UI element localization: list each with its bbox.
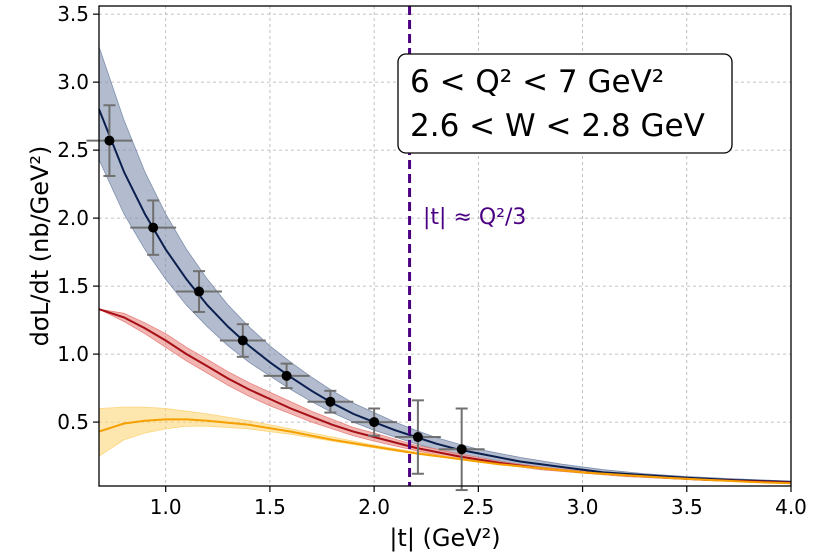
y-tick-label: 2.5 xyxy=(57,138,89,162)
data-point xyxy=(130,199,177,256)
x-tick-label: 4.0 xyxy=(775,495,807,519)
data-point xyxy=(394,399,441,475)
data-marker xyxy=(148,222,159,233)
vline-label: |t| ≈ Q²/3 xyxy=(423,205,526,230)
data-marker xyxy=(104,135,115,146)
data-marker xyxy=(237,335,248,346)
y-tick-label: 1.5 xyxy=(57,274,89,298)
data-point xyxy=(86,104,133,177)
data-marker xyxy=(194,286,205,297)
x-tick-label: 2.0 xyxy=(358,495,390,519)
data-point xyxy=(351,407,398,437)
data-marker xyxy=(456,444,467,455)
x-tick-label: 3.0 xyxy=(567,495,599,519)
line-fit xyxy=(98,108,792,483)
line-model-orange xyxy=(98,418,792,485)
y-tick-label: 3.0 xyxy=(57,70,89,94)
data-marker xyxy=(325,396,336,407)
plot-frame xyxy=(98,5,792,487)
y-axis-ticks: 0.5 1.0 1.5 2.0 2.5 3.0 3.5 xyxy=(57,2,99,434)
kinematics-box xyxy=(397,53,733,154)
y-tick-label: 2.0 xyxy=(57,206,89,230)
x-tick-label: 2.5 xyxy=(462,495,494,519)
data-point xyxy=(438,407,485,492)
data-points xyxy=(86,104,485,492)
kinematics-w-range: 2.6 < W < 2.8 GeV xyxy=(410,108,705,144)
x-axis-label: |t| (GeV²) xyxy=(389,524,500,552)
data-point xyxy=(219,323,266,358)
data-marker xyxy=(281,370,292,381)
y-tick-label: 1.0 xyxy=(57,342,89,366)
y-tick-label: 0.5 xyxy=(57,410,89,434)
y-tick-label: 3.5 xyxy=(57,2,89,26)
data-marker xyxy=(369,417,380,428)
x-tick-label: 1.5 xyxy=(254,495,286,519)
data-marker xyxy=(412,432,423,443)
y-axis-label: dσL/dt (nb/GeV²) xyxy=(26,146,54,347)
kinematics-q2-range: 6 < Q² < 7 GeV² xyxy=(410,64,664,100)
data-point xyxy=(307,389,354,414)
data-point xyxy=(263,362,310,390)
x-axis-ticks: 1.0 1.5 2.0 2.5 3.0 3.5 4.0 xyxy=(150,486,807,519)
series-lines xyxy=(98,108,792,485)
x-tick-label: 1.0 xyxy=(150,495,182,519)
x-tick-label: 3.5 xyxy=(671,495,703,519)
data-point xyxy=(176,270,222,313)
